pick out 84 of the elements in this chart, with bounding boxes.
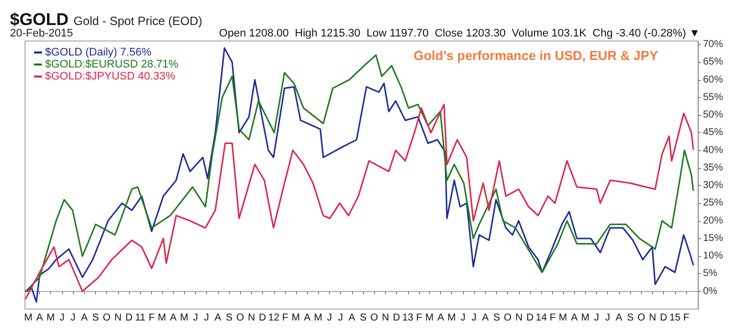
x-tick-label: D <box>392 312 400 324</box>
y-tick-label: 5% <box>703 268 718 280</box>
x-tick-label: 12 <box>268 312 280 324</box>
x-tick-label: A <box>570 312 578 324</box>
x-tick-label: 14 <box>536 312 548 324</box>
legend-label: $GOLD (Daily) 7.56% <box>45 46 152 58</box>
y-tick-label: 65% <box>703 56 724 68</box>
line-series <box>24 104 694 300</box>
y-tick-label: 25% <box>703 198 724 209</box>
x-tick-label: N <box>114 312 122 324</box>
x-tick-label: O <box>102 312 111 324</box>
chart-subtitle: Gold - Spot Price (EOD) <box>74 14 202 28</box>
x-tick-label: J <box>70 312 76 324</box>
x-tick-label: A <box>36 312 44 324</box>
x-tick-label: M <box>46 312 55 324</box>
y-tick-label: 45% <box>703 127 724 138</box>
x-tick-label: S <box>92 312 100 324</box>
x-tick-label: J <box>59 312 64 324</box>
chart-title: $GOLD <box>10 10 69 29</box>
x-tick-label: M <box>292 312 300 324</box>
x-tick-label: 15 <box>669 312 681 324</box>
text: Open 1208.00 High 1215.30 Low 1197.70 Close 1203.30 Volume 103.1K Chg -3.40 (-0.28%) ▼ <box>219 28 700 40</box>
text: 20-Feb-2015 <box>10 28 73 40</box>
x-tick-label: S <box>226 312 233 324</box>
x-tick-label: F <box>282 312 288 324</box>
y-tick-label: 50% <box>703 110 724 121</box>
x-tick-label: N <box>515 312 523 324</box>
x-tick-label: M <box>158 312 166 324</box>
y-tick-label: 55% <box>703 92 724 103</box>
x-tick-label: M <box>24 312 32 324</box>
x-tick-label: F <box>148 312 155 324</box>
y-tick-label: 60% <box>703 74 724 86</box>
x-tick-label: M <box>425 312 434 324</box>
x-tick-label: J <box>605 312 610 324</box>
x-tick-label: D <box>258 312 266 324</box>
x-tick-label: S <box>360 312 367 324</box>
x-tick-label: A <box>616 312 623 324</box>
legend-label: $GOLD:$EURUSD 28.71% <box>45 58 178 70</box>
y-tick-label: 70% <box>703 39 724 50</box>
x-tick-label: J <box>472 312 477 324</box>
x-tick-label: J <box>338 312 343 324</box>
x-tick-label: J <box>193 312 198 324</box>
x-tick-label: A <box>482 312 490 324</box>
y-tick-label: 15% <box>703 232 724 244</box>
x-tick-label: M <box>314 312 322 324</box>
x-tick-label: S <box>493 312 500 324</box>
x-tick-label: A <box>304 312 311 324</box>
x-tick-label: N <box>649 312 656 324</box>
annotation: Gold’s performance in USD, EUR & JPY <box>414 48 658 63</box>
x-tick-label: N <box>248 312 256 324</box>
x-tick-label: M <box>558 312 568 324</box>
y-tick-label: 10% <box>703 250 724 262</box>
x-tick-label: F <box>550 312 556 324</box>
x-tick-label: J <box>326 312 332 324</box>
legend-label: $GOLD:$JPYUSD 40.33% <box>45 70 176 82</box>
x-tick-label: D <box>526 312 534 324</box>
x-tick-label: F <box>416 312 422 324</box>
x-tick-label: 13 <box>402 312 414 324</box>
x-tick-label: A <box>437 312 444 324</box>
x-tick-label: O <box>370 312 378 324</box>
x-tick-label: O <box>637 312 646 324</box>
x-tick-label: S <box>626 312 634 324</box>
y-tick-label: 35% <box>703 162 724 174</box>
x-tick-label: O <box>236 312 244 324</box>
x-tick-label: M <box>581 312 590 324</box>
x-tick-label: J <box>594 312 600 324</box>
x-tick-label: 11 <box>135 312 146 324</box>
y-tick-label: 40% <box>703 144 724 156</box>
x-tick-label: O <box>504 312 512 324</box>
x-tick-label: M <box>180 312 188 324</box>
y-tick-label: 0% <box>703 286 718 297</box>
x-tick-label: N <box>382 312 390 324</box>
x-tick-label: D <box>660 312 668 324</box>
x-tick-label: A <box>348 312 356 324</box>
x-tick-label: M <box>448 312 456 324</box>
x-tick-label: J <box>204 312 210 324</box>
x-tick-label: J <box>460 312 466 324</box>
y-tick-label: 20% <box>703 215 724 226</box>
x-tick-label: D <box>125 312 133 324</box>
x-tick-label: A <box>170 312 177 324</box>
x-tick-label: F <box>683 312 690 324</box>
y-tick-label: 30% <box>703 180 724 192</box>
x-tick-label: A <box>214 312 222 324</box>
x-tick-label: A <box>80 312 88 324</box>
